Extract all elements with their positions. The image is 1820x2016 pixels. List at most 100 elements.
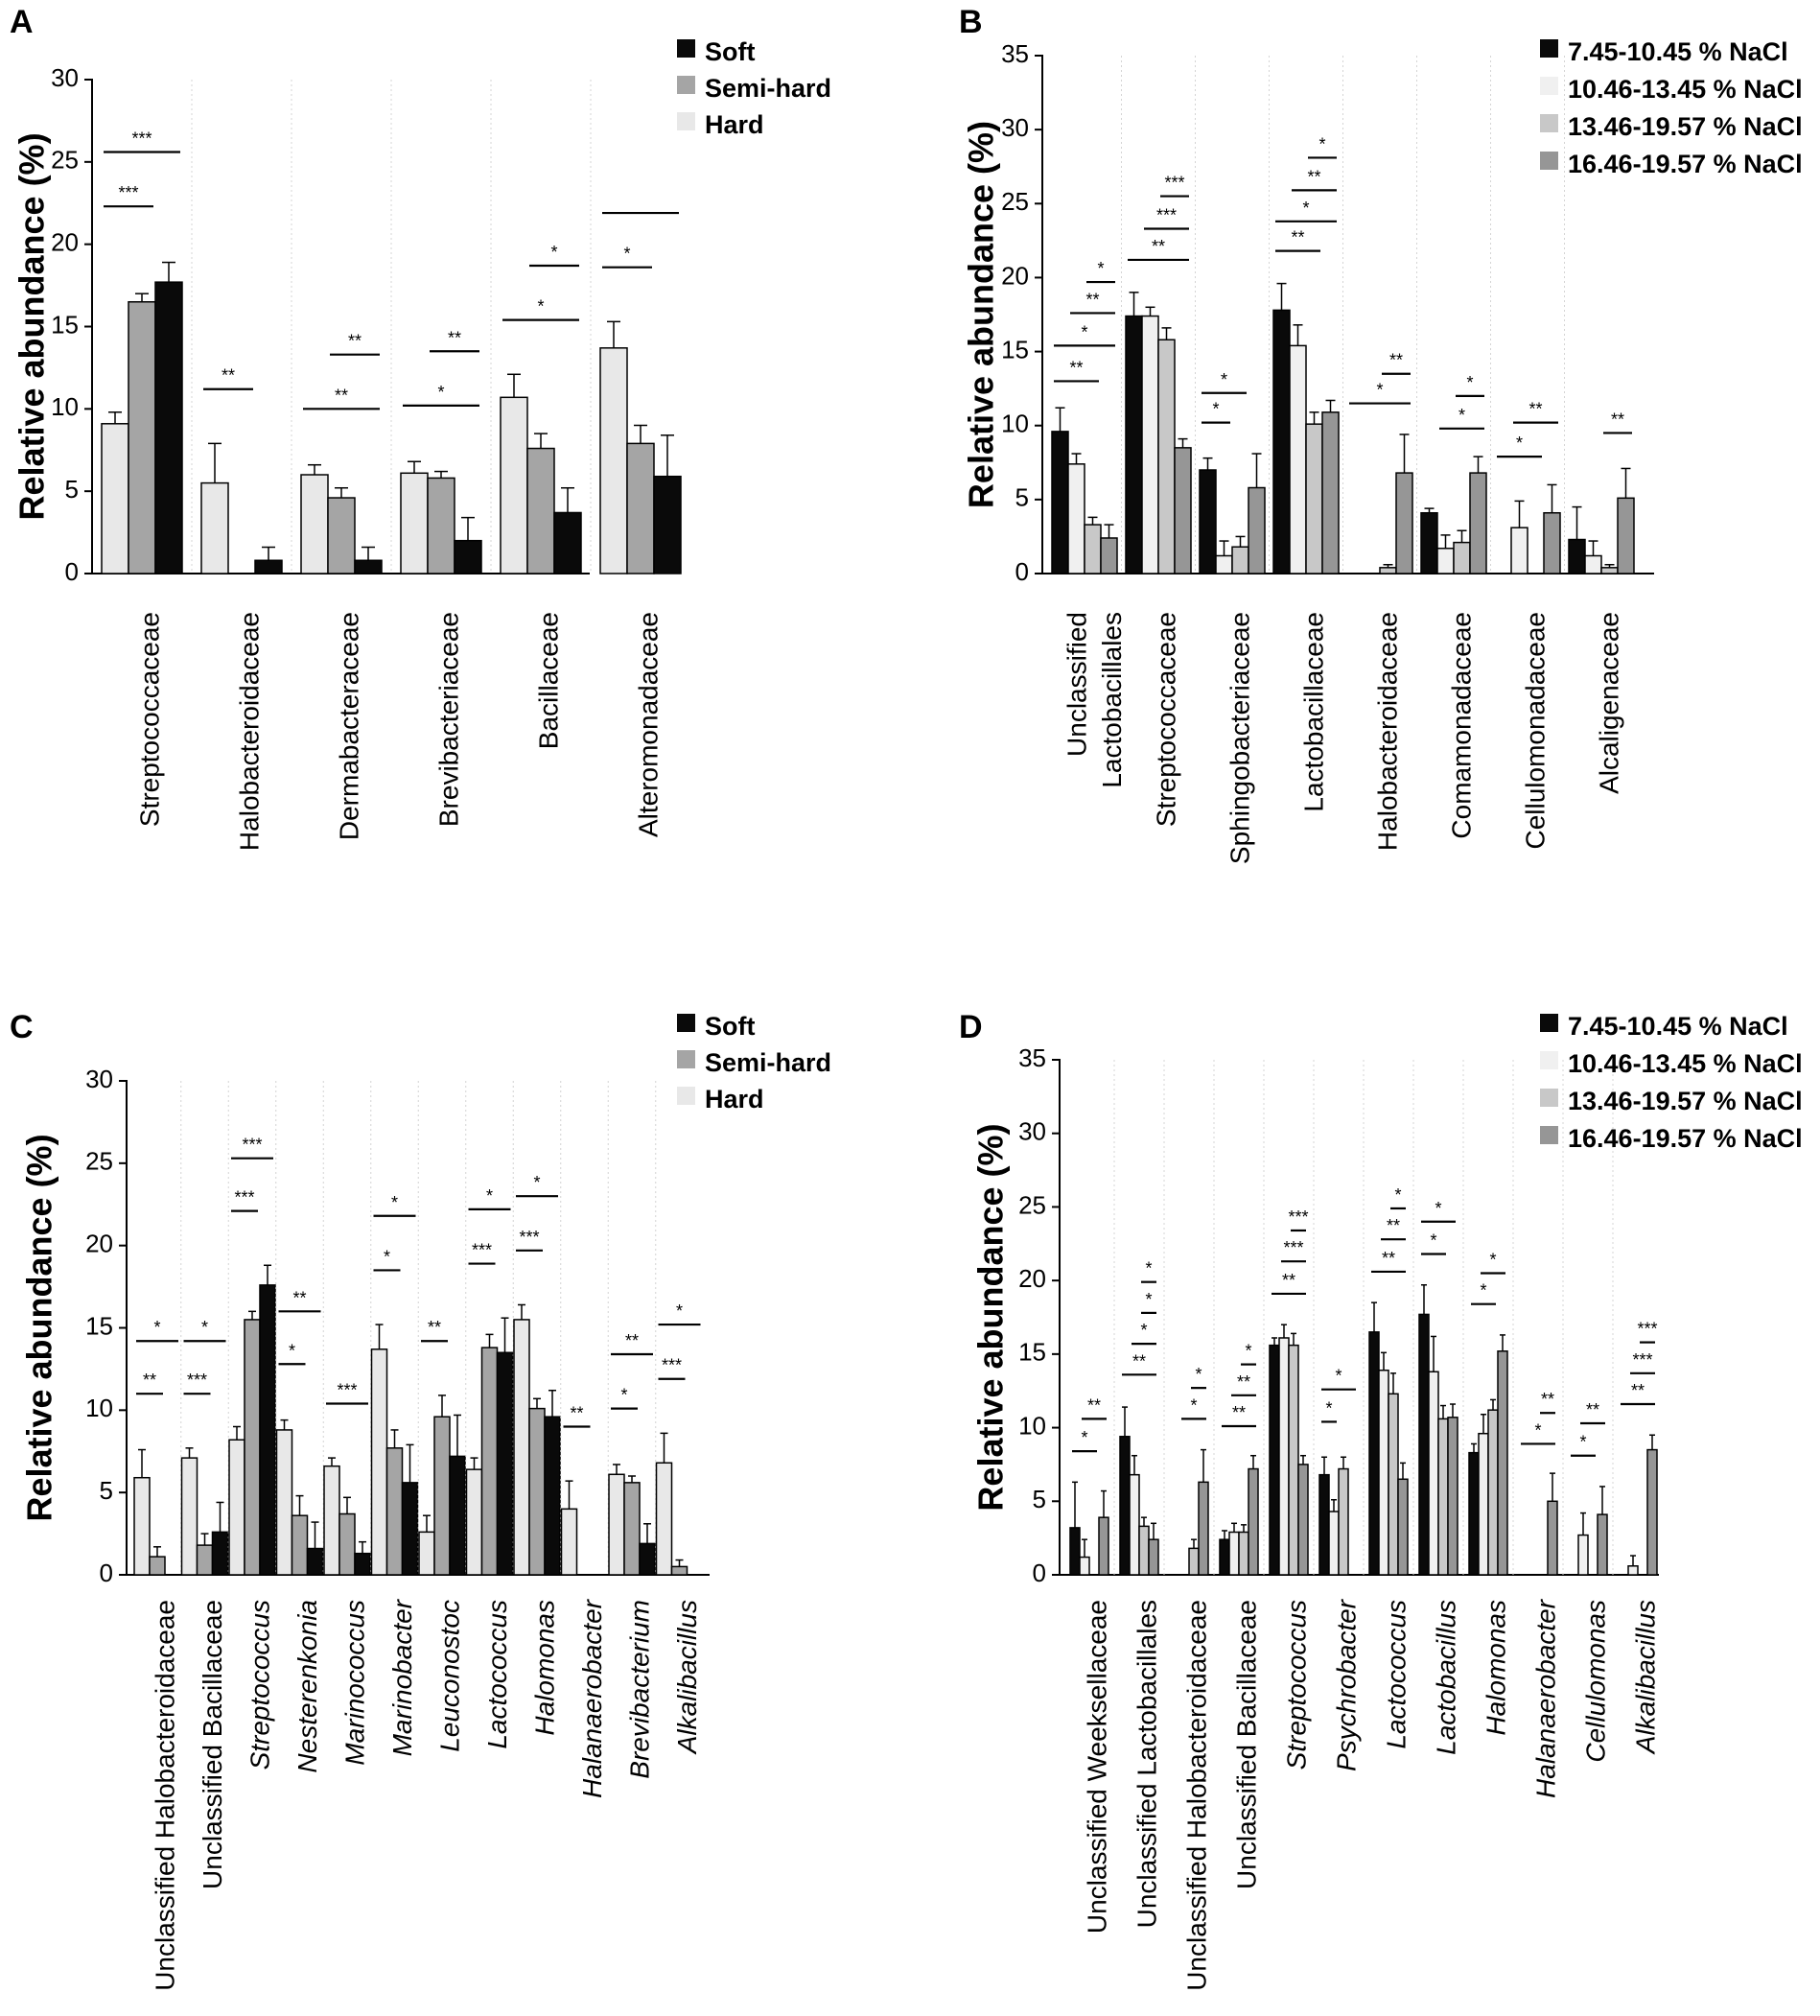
bar (1119, 1436, 1131, 1576)
bar (1228, 1531, 1240, 1576)
x-category-label: Unclassified Lactobacillales (1132, 1600, 1161, 1928)
bar (291, 1514, 309, 1576)
bar (370, 1348, 388, 1576)
significance-label: ** (143, 1371, 156, 1390)
bar (1543, 511, 1561, 574)
legend-label: 7.45-10.45 % NaCl (1568, 37, 1788, 66)
significance-label: *** (1632, 1350, 1652, 1370)
x-category-label: Unclassified Weeksellaceae (1082, 1600, 1111, 1934)
bar (1138, 1525, 1150, 1576)
bar (1084, 524, 1102, 574)
significance-label: * (550, 243, 557, 262)
y-tick-label: 20 (51, 228, 79, 257)
bar (1478, 1432, 1489, 1576)
bar (1248, 1467, 1259, 1576)
significance-label: ** (448, 328, 461, 347)
bar (327, 497, 356, 574)
bar (401, 1482, 419, 1576)
significance-label: * (1325, 1398, 1332, 1418)
significance-label: * (1081, 1428, 1087, 1447)
significance-label: * (1081, 322, 1087, 341)
bar (1447, 1417, 1458, 1576)
significance-label: *** (1637, 1320, 1657, 1339)
x-category-label: Brevibacteriaceae (433, 612, 463, 827)
significance-label: * (1318, 134, 1325, 153)
x-category-label: Alkalibacillus (1630, 1600, 1660, 1755)
bar (1378, 1369, 1389, 1576)
significance-label: * (1480, 1281, 1486, 1301)
x-category-label: Bacillaceae (533, 612, 563, 749)
significance-label: * (537, 297, 544, 316)
legend-swatch (677, 1014, 695, 1032)
y-tick-label: 0 (65, 557, 79, 586)
bar (1231, 546, 1249, 574)
bar (1067, 463, 1085, 574)
legend-swatch (1540, 114, 1558, 132)
significance-label: * (486, 1186, 493, 1206)
significance-label: * (1489, 1250, 1496, 1269)
legend-swatch (677, 76, 695, 94)
bar (544, 1416, 561, 1576)
legend-label: Semi-hard (705, 74, 831, 103)
bar (1297, 1464, 1309, 1576)
bar (149, 1556, 166, 1576)
bar (354, 559, 383, 574)
significance-label: *** (337, 1380, 357, 1399)
x-category-label: Unclassified Bacillaceae (198, 1600, 227, 1889)
legend-swatch (1540, 1089, 1558, 1107)
significance-label: *** (242, 1136, 262, 1155)
bar (1379, 567, 1397, 574)
x-category-label: Halanaerobacter (577, 1598, 607, 1798)
x-category-label: Sphingobacteriaceae (1225, 612, 1254, 864)
significance-label: * (1534, 1420, 1541, 1440)
bar (1148, 1538, 1159, 1576)
y-tick-label: 15 (1018, 1338, 1046, 1367)
bar (1288, 1344, 1299, 1576)
significance-label: ** (1389, 351, 1403, 370)
bar (1278, 1337, 1290, 1576)
y-tick-label: 5 (65, 475, 79, 504)
bar (1098, 1516, 1109, 1576)
legend-swatch (1540, 1014, 1558, 1032)
y-axis-label: Relative abundance (%) (12, 132, 52, 520)
legend-label: Semi-hard (705, 1048, 831, 1077)
significance-label: ** (428, 1318, 441, 1337)
x-category-label: Alkalibacillus (672, 1600, 702, 1755)
significance-label: * (1140, 1321, 1147, 1340)
legend-label: 13.46-19.57 % NaCl (1568, 1087, 1803, 1115)
bar (1125, 315, 1143, 574)
significance-label: *** (118, 183, 138, 202)
legend-label: 16.46-19.57 % NaCl (1568, 1124, 1803, 1153)
significance-label: ** (1282, 1271, 1295, 1290)
bar (1487, 1409, 1499, 1576)
x-category-label: Comamonadaceae (1446, 612, 1476, 839)
y-tick-label: 10 (1001, 410, 1029, 438)
significance-label: ** (1237, 1372, 1250, 1392)
x-category-label: Streptococcaceae (1151, 612, 1180, 827)
legend-label: 10.46-13.45 % NaCl (1568, 75, 1803, 104)
bar (1141, 315, 1159, 574)
bar (513, 1319, 530, 1576)
x-category-label: Alteromonadaceae (633, 612, 663, 837)
y-tick-label: 20 (1001, 261, 1029, 290)
legend-swatch (1540, 1126, 1558, 1144)
x-category-label: Halobacteroidaceae (234, 612, 264, 851)
significance-label: ** (1085, 290, 1099, 309)
significance-label: * (676, 1301, 683, 1321)
significance-label: * (1394, 1185, 1401, 1205)
legend-swatch (677, 39, 695, 58)
significance-label: ** (348, 332, 362, 351)
y-tick-label: 0 (1033, 1559, 1046, 1587)
panel-a: A Relative abundance (%) 0 5 10 15 20 25 30 Strep… (10, 4, 831, 851)
bar (1368, 1331, 1380, 1576)
y-tick-label: 25 (1018, 1190, 1046, 1219)
significance-label: ** (222, 366, 235, 386)
legend-swatch (1540, 39, 1558, 58)
bar (1174, 447, 1192, 574)
x-category-label: Halomonas (529, 1600, 559, 1736)
bar (465, 1468, 483, 1576)
bar (1469, 472, 1487, 574)
bar (1157, 339, 1176, 574)
significance-label: *** (1283, 1238, 1303, 1257)
